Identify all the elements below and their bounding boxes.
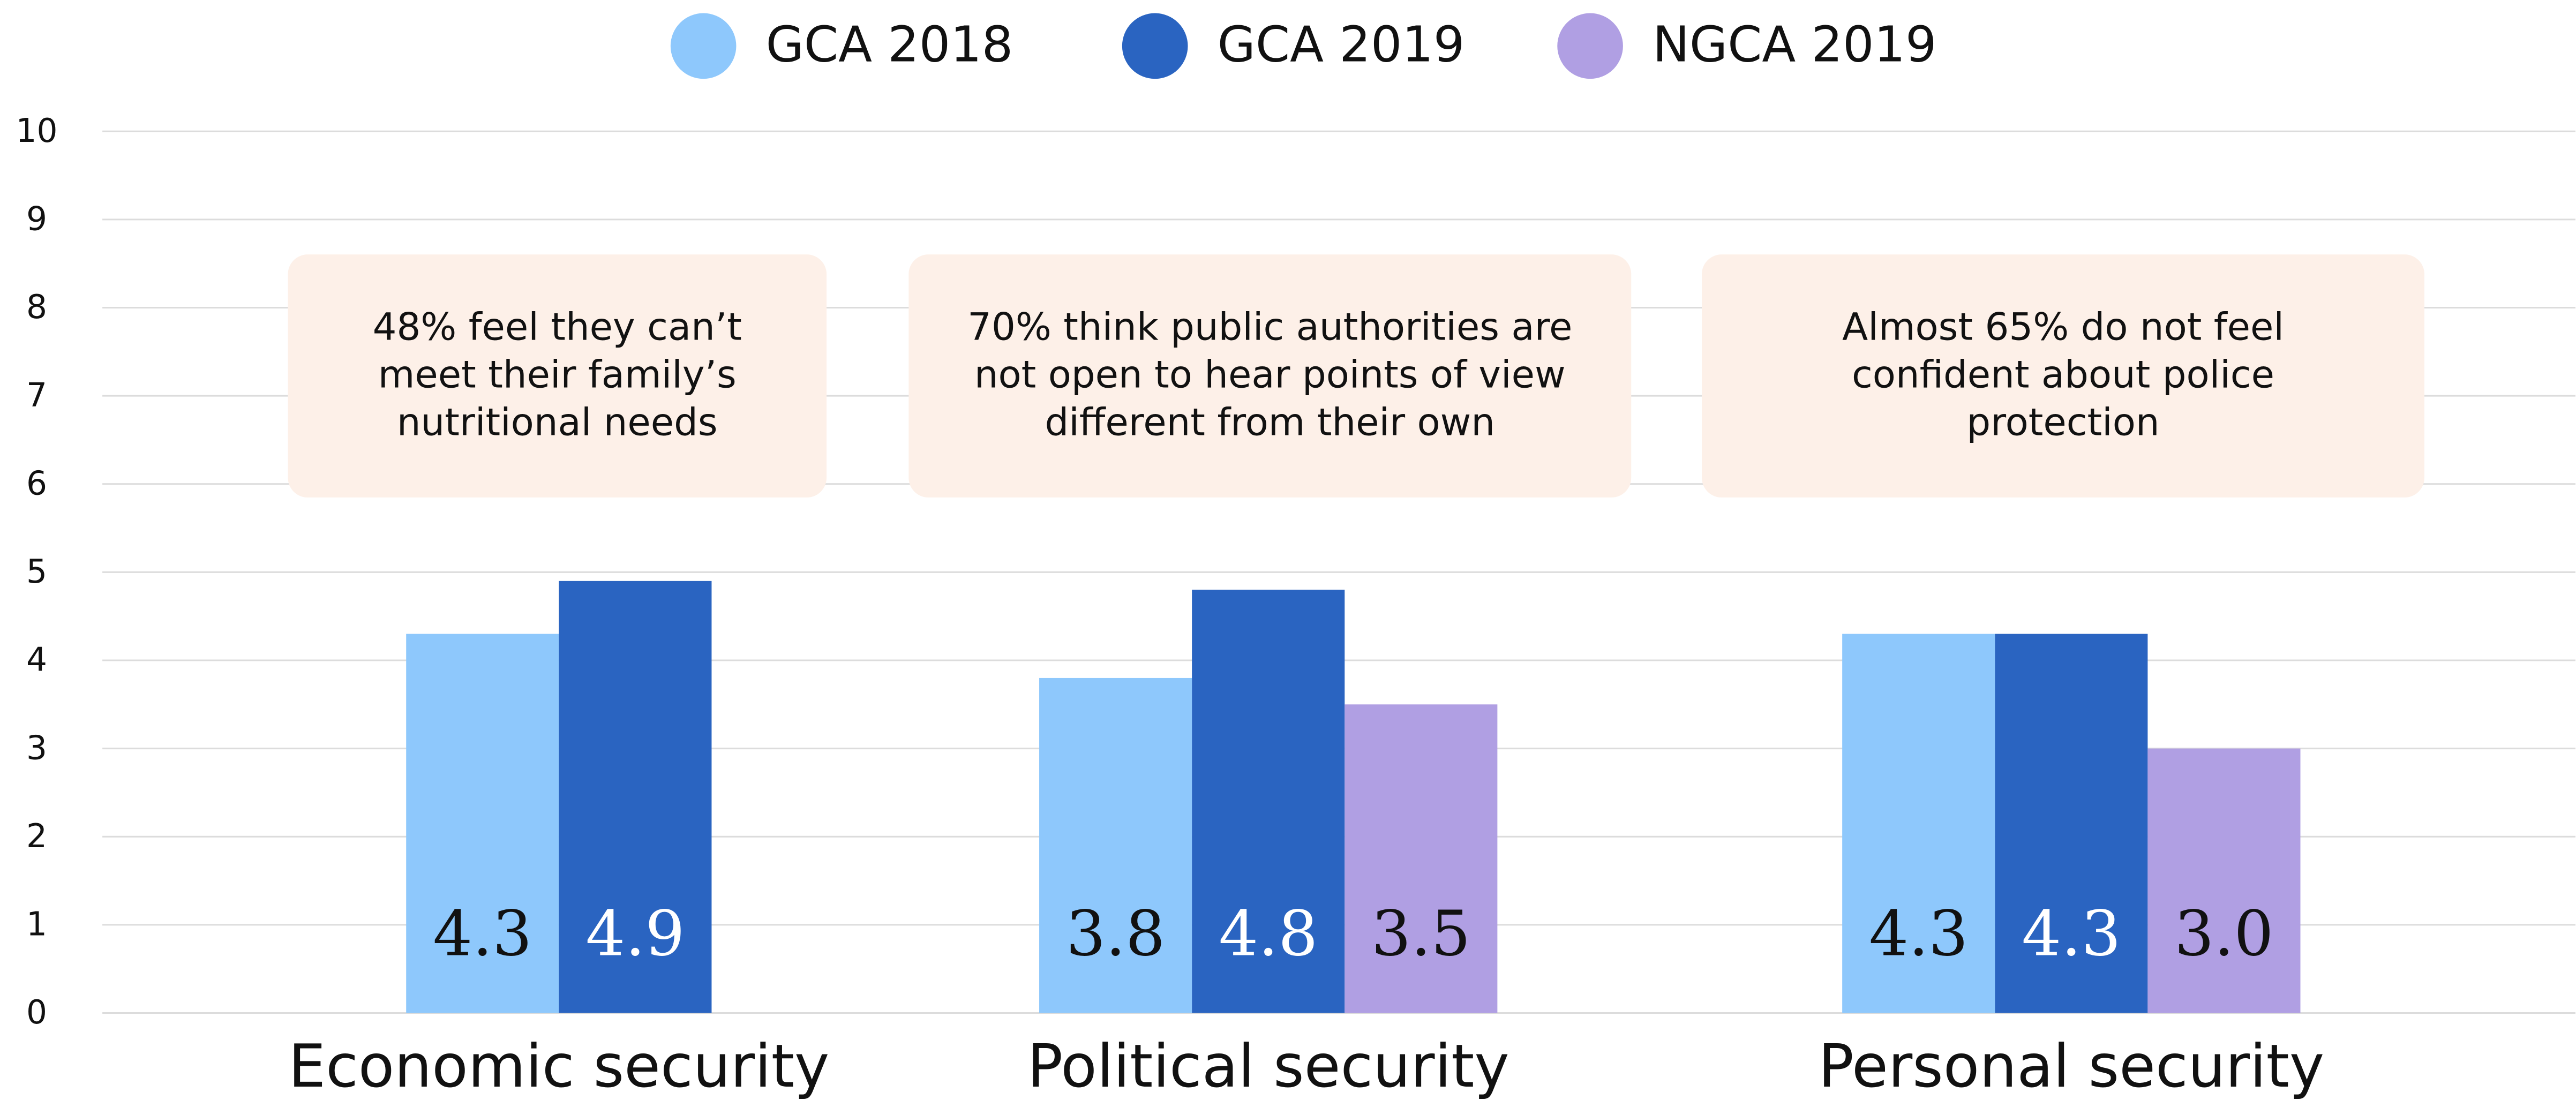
bar [1192, 590, 1345, 1013]
data-label: 4.3 [1869, 898, 1968, 970]
x-tick-label: Political security [1027, 1033, 1509, 1100]
x-tick-label: Personal security [1818, 1033, 2324, 1100]
annotation: 70% think public authorities are not ope… [967, 306, 1573, 444]
annotation-text: 48% feel they can’t meet their family’s … [372, 306, 742, 444]
y-tick-label: 3 [26, 729, 47, 767]
annotation: Almost 65% do not feel confident about p… [1842, 306, 2284, 444]
legend-label: NGCA 2019 [1653, 16, 1936, 73]
legend-label: GCA 2019 [1218, 16, 1465, 73]
y-tick-label: 8 [26, 288, 47, 326]
legend-swatch [670, 13, 737, 79]
y-tick-label: 5 [26, 553, 47, 591]
bar [559, 581, 712, 1013]
y-tick-label: 4 [26, 641, 47, 679]
legend-label: GCA 2018 [766, 16, 1013, 73]
data-label: 4.3 [433, 898, 532, 970]
y-tick-label: 10 [16, 112, 57, 150]
legend-swatch [1122, 13, 1188, 79]
data-label: 3.0 [2174, 898, 2273, 970]
bar [1345, 704, 1498, 1013]
y-tick-label: 6 [26, 464, 47, 502]
bar [406, 634, 559, 1013]
data-label: 4.3 [2022, 898, 2121, 970]
data-label: 4.8 [1219, 898, 1318, 970]
bar [1995, 634, 2148, 1013]
y-tick-label: 9 [26, 200, 47, 238]
annotation-text: 70% think public authorities are not ope… [967, 306, 1573, 444]
data-label: 3.8 [1066, 898, 1165, 970]
annotation-text: Almost 65% do not feel confident about p… [1842, 306, 2284, 444]
legend-swatch [1557, 13, 1623, 79]
x-tick-label: Economic security [288, 1033, 829, 1100]
y-tick-label: 0 [26, 993, 47, 1031]
bar [1842, 634, 1995, 1013]
annotation-box [288, 254, 827, 498]
data-label: 3.5 [1371, 898, 1470, 970]
y-tick-label: 2 [26, 817, 47, 855]
annotation-box [1702, 254, 2424, 498]
data-label: 4.9 [585, 898, 685, 970]
annotation: 48% feel they can’t meet their family’s … [372, 306, 742, 444]
bar [2147, 748, 2301, 1013]
annotation-box [908, 254, 1632, 498]
y-tick-label: 7 [26, 376, 47, 415]
y-tick-label: 1 [26, 906, 47, 944]
bar [1039, 677, 1192, 1013]
